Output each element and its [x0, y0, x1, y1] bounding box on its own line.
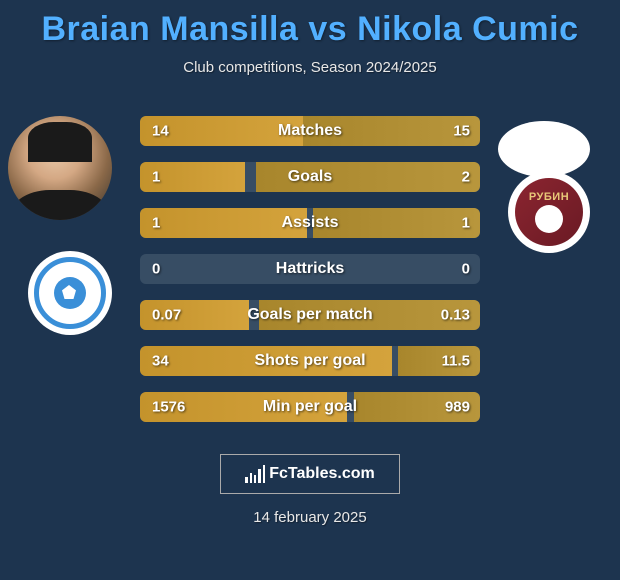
stat-row: Assists 1 1 [140, 208, 480, 238]
stat-label: Hattricks [276, 260, 344, 278]
brand-badge: FcTables.com [220, 454, 400, 494]
stat-value-right: 2 [462, 169, 470, 186]
stat-bars: Matches 14 15 Goals 1 2 Assists 1 1 Hattricks 0 0 Go… [140, 116, 480, 438]
stat-label: Matches [278, 122, 342, 140]
chart-icon [245, 465, 265, 483]
subtitle: Club competitions, Season 2024/2025 [0, 59, 620, 76]
stat-label: Goals [288, 168, 332, 186]
stat-label: Assists [282, 214, 339, 232]
brand-text: FcTables.com [269, 465, 375, 483]
player-left-avatar [8, 116, 112, 220]
stat-row: Hattricks 0 0 [140, 254, 480, 284]
comparison-infographic: Braian Mansilla vs Nikola Cumic Club com… [0, 0, 620, 580]
stat-value-right: 0.13 [441, 307, 470, 324]
player-right-avatar-placeholder [498, 121, 590, 177]
stat-value-left: 1 [152, 215, 160, 232]
stat-value-left: 34 [152, 353, 169, 370]
stat-row: Goals 1 2 [140, 162, 480, 192]
stat-value-left: 0 [152, 261, 160, 278]
club-right-emblem-icon [535, 205, 563, 233]
club-right-badge: РУБИН [508, 171, 590, 253]
stat-label: Min per goal [263, 398, 357, 416]
stat-value-left: 0.07 [152, 307, 181, 324]
club-left-inner [34, 257, 106, 329]
stat-row: Min per goal 1576 989 [140, 392, 480, 422]
stat-row: Shots per goal 34 11.5 [140, 346, 480, 376]
page-title: Braian Mansilla vs Nikola Cumic [0, 0, 620, 49]
footer-date: 14 february 2025 [0, 509, 620, 526]
club-left-badge [28, 251, 112, 335]
stat-value-left: 1576 [152, 399, 185, 416]
stat-value-right: 11.5 [442, 353, 470, 370]
stat-label: Goals per match [247, 306, 372, 324]
stat-row: Matches 14 15 [140, 116, 480, 146]
main-area: РУБИН Matches 14 15 Goals 1 2 Assists 1 1 Hattric… [0, 116, 620, 436]
stat-value-right: 989 [445, 399, 470, 416]
stat-value-left: 1 [152, 169, 160, 186]
stat-value-right: 15 [453, 123, 470, 140]
stat-value-left: 14 [152, 123, 169, 140]
stat-label: Shots per goal [254, 352, 365, 370]
stat-row: Goals per match 0.07 0.13 [140, 300, 480, 330]
football-icon [54, 277, 86, 309]
stat-value-right: 1 [462, 215, 470, 232]
club-right-label: РУБИН [529, 191, 569, 203]
club-right-inner: РУБИН [515, 178, 583, 246]
stat-value-right: 0 [462, 261, 470, 278]
